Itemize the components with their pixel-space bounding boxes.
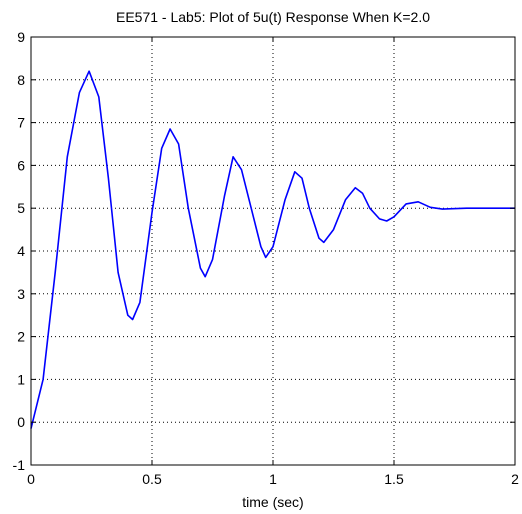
y-tick-labels: -1 0 1 2 3 4 5 6 7 8 9 — [13, 29, 26, 473]
y-tick-label: 4 — [17, 243, 25, 259]
x-tick-label: 2 — [511, 471, 519, 487]
tick-marks — [30, 36, 516, 466]
y-tick-label: 6 — [17, 157, 25, 173]
x-tick-label: 1.5 — [384, 471, 404, 487]
y-tick-label: 1 — [17, 371, 25, 387]
x-tick-labels: 0 0.5 1 1.5 2 — [27, 471, 519, 487]
x-tick-label: 0.5 — [142, 471, 162, 487]
chart-title: EE571 - Lab5: Plot of 5u(t) Response Whe… — [116, 9, 430, 25]
x-tick-label: 0 — [27, 471, 35, 487]
y-tick-label: 3 — [17, 286, 25, 302]
y-tick-label: 2 — [17, 329, 25, 345]
y-tick-label: 0 — [17, 414, 25, 430]
x-axis-label: time (sec) — [242, 494, 303, 510]
y-tick-label: 8 — [17, 72, 25, 88]
y-tick-label: -1 — [13, 457, 26, 473]
y-tick-label: 5 — [17, 200, 25, 216]
response-line — [30, 70, 515, 429]
data-layer — [30, 70, 515, 429]
x-tick-label: 1 — [269, 471, 277, 487]
y-tick-label: 9 — [17, 29, 25, 45]
y-tick-label: 7 — [17, 115, 25, 131]
